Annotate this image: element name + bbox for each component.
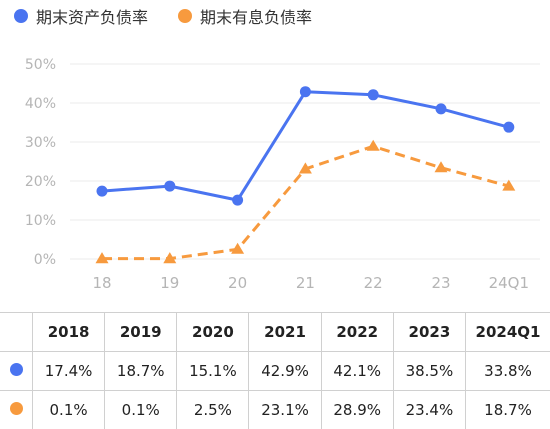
- table-cell: 23.4%: [393, 391, 465, 429]
- table-row: 17.4% 18.7% 15.1% 42.9% 42.1% 38.5% 33.8…: [0, 352, 550, 391]
- x-tick-label: 18: [92, 274, 111, 292]
- data-point: [97, 186, 108, 197]
- data-point: [503, 122, 514, 133]
- series1-dot-icon: [10, 363, 23, 376]
- data-point: [435, 161, 448, 172]
- table-cell: 18.7%: [466, 391, 550, 429]
- table-header-cell: 2018: [33, 313, 105, 352]
- table-header-cell: 2020: [177, 313, 249, 352]
- x-tick-label: 19: [160, 274, 179, 292]
- y-tick-label: 10%: [25, 213, 56, 229]
- table-cell: 28.9%: [321, 391, 393, 429]
- table-header-row: 2018 2019 2020 2021 2022 2023 2024Q1: [0, 313, 550, 352]
- data-point: [300, 86, 311, 97]
- data-point: [436, 103, 447, 114]
- table-cell: 33.8%: [466, 352, 550, 391]
- x-tick-label: 20: [228, 274, 247, 292]
- line-chart: 0% 10% 20% 30% 40% 50% 18 19 20 21 22 23 24Q1: [0, 0, 550, 312]
- row-marker-cell: [0, 352, 33, 391]
- table-cell: 42.1%: [321, 352, 393, 391]
- table-cell: 18.7%: [105, 352, 177, 391]
- table-header-cell: 2022: [321, 313, 393, 352]
- table-cell: 2.5%: [177, 391, 249, 429]
- table-header-cell: 2024Q1: [466, 313, 550, 352]
- table-header-cell: [0, 313, 33, 352]
- x-tick-label: 21: [296, 274, 315, 292]
- data-point: [231, 243, 244, 254]
- series2-dot-icon: [10, 402, 23, 415]
- table-cell: 0.1%: [33, 391, 105, 429]
- x-tick-label: 22: [364, 274, 383, 292]
- table-row: 0.1% 0.1% 2.5% 23.1% 28.9% 23.4% 18.7%: [0, 391, 550, 429]
- table-cell: 42.9%: [249, 352, 321, 391]
- table-header-cell: 2023: [393, 313, 465, 352]
- data-point: [232, 195, 243, 206]
- table-header-cell: 2021: [249, 313, 321, 352]
- table-header-cell: 2019: [105, 313, 177, 352]
- table-cell: 23.1%: [249, 391, 321, 429]
- row-marker-cell: [0, 391, 33, 429]
- table-cell: 0.1%: [105, 391, 177, 429]
- data-point: [164, 181, 175, 192]
- y-tick-label: 30%: [25, 135, 56, 151]
- y-tick-label: 0%: [34, 252, 56, 268]
- data-table: 2018 2019 2020 2021 2022 2023 2024Q1 17.…: [0, 312, 550, 429]
- x-tick-label: 23: [431, 274, 450, 292]
- table-cell: 17.4%: [33, 352, 105, 391]
- y-tick-label: 50%: [25, 57, 56, 73]
- data-point: [367, 140, 380, 151]
- y-tick-label: 20%: [25, 174, 56, 190]
- series-line-1: [102, 92, 509, 200]
- table-cell: 38.5%: [393, 352, 465, 391]
- x-tick-label: 24Q1: [489, 274, 529, 292]
- data-point: [368, 89, 379, 100]
- y-tick-label: 40%: [25, 96, 56, 112]
- table-cell: 15.1%: [177, 352, 249, 391]
